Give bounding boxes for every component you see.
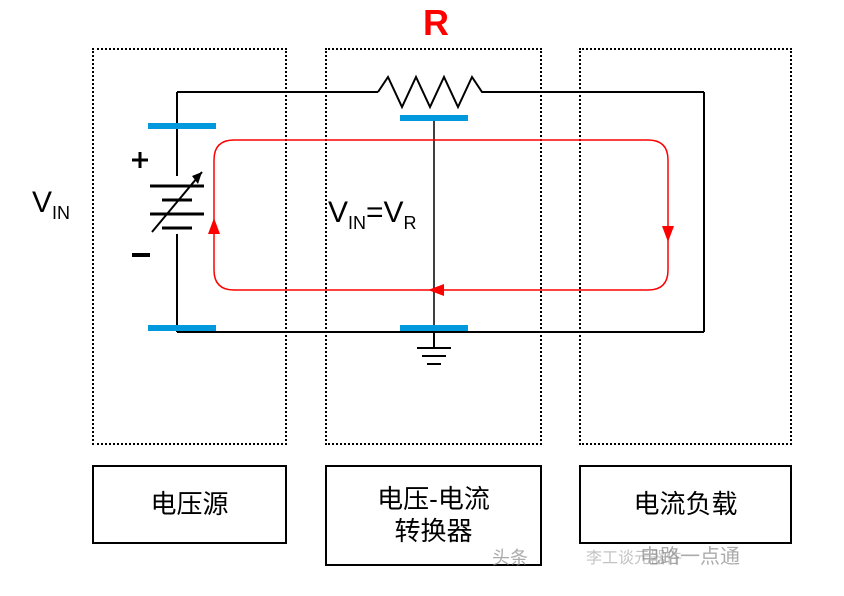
watermark-1: 头条 bbox=[492, 544, 528, 570]
label-current-load: 电流负载 bbox=[579, 465, 792, 544]
watermark-3: 电路一点通 bbox=[640, 540, 740, 569]
diagram-canvas: R VIN VIN=VR bbox=[0, 0, 844, 596]
label-voltage-source: 电压源 bbox=[92, 465, 287, 544]
